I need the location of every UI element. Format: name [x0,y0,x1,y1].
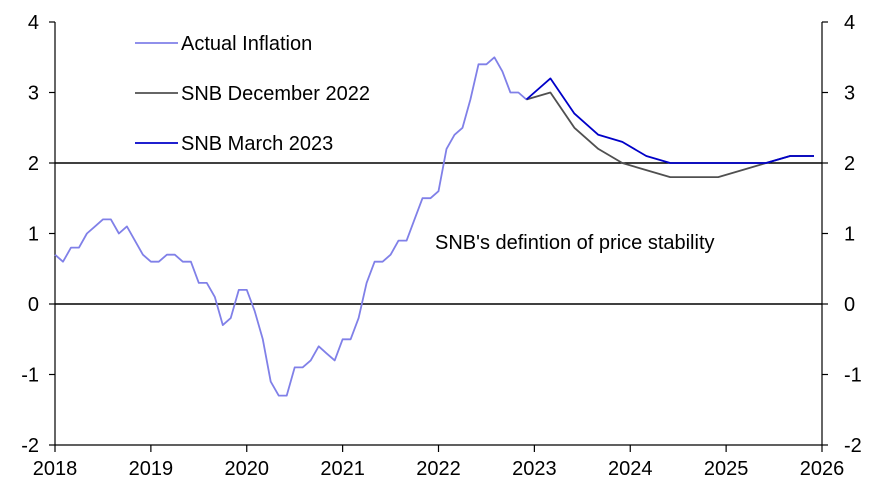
legend-label-snb-march-2023: SNB March 2023 [181,133,333,155]
x-tick-label: 2026 [800,458,845,480]
legend: Actual Inflation SNB December 2022 SNB Mar… [135,33,370,155]
y-tick-label-right: 0 [844,294,855,316]
x-tick-label: 2018 [33,458,78,480]
legend-label-actual-inflation: Actual Inflation [181,33,312,55]
x-tick-label: 2020 [225,458,270,480]
series-line-snb-march-2023 [525,77,814,164]
y-tick-label-left: 4 [28,12,39,34]
x-tick-label: 2022 [416,458,461,480]
y-tick-label-right: -2 [844,435,862,457]
legend-label-snb-december-2022: SNB December 2022 [181,83,370,105]
x-tick-label: 2021 [320,458,365,480]
series-line-actual-inflation [54,56,527,397]
y-tick-label-left: 2 [28,153,39,175]
y-tick-label-left: 3 [28,83,39,105]
y-tick-label-right: 4 [844,12,855,34]
series-layer [54,56,814,397]
x-tick-label: 2023 [512,458,557,480]
y-tick-label-left: 1 [28,224,39,246]
x-tick-label: 2025 [704,458,749,480]
price-stability-annotation: SNB's defintion of price stability [435,232,715,254]
y-tick-label-right: 1 [844,224,855,246]
y-tick-label-left: 0 [28,294,39,316]
y-tick-label-right: -1 [844,365,862,387]
y-tick-label-left: -2 [21,435,39,457]
y-tick-label-right: 2 [844,153,855,175]
x-tick-label: 2019 [129,458,174,480]
x-tick-label: 2024 [608,458,653,480]
y-tick-label-right: 3 [844,83,855,105]
y-tick-label-left: -1 [21,365,39,387]
